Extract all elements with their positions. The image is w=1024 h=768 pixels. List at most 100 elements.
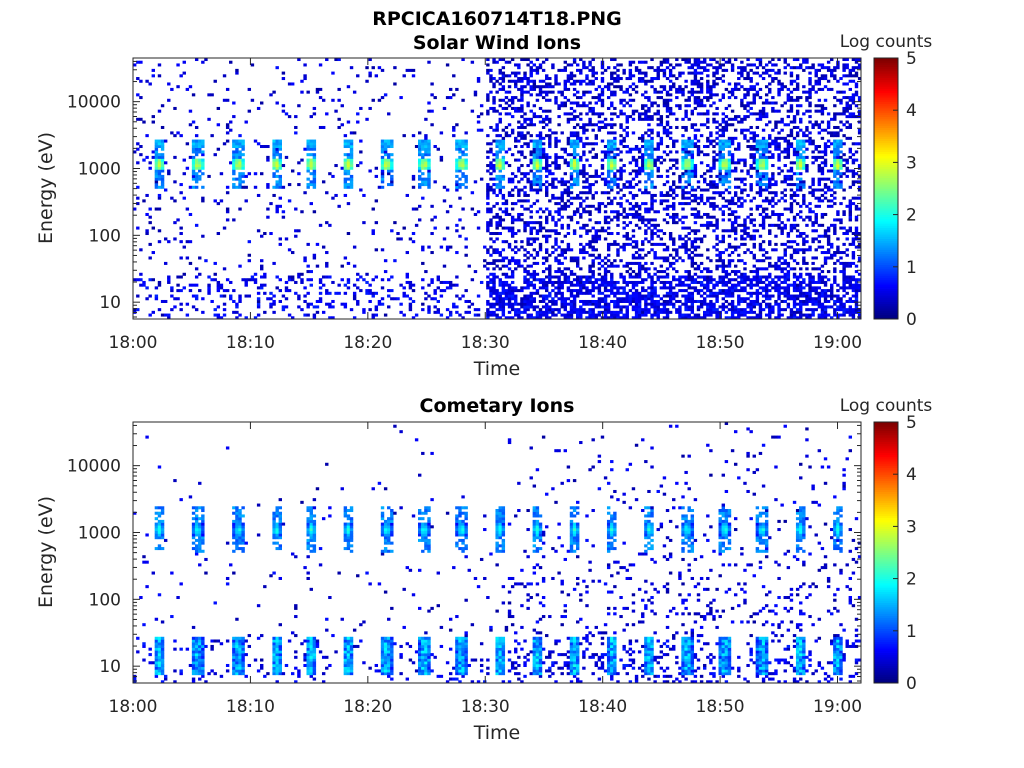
heatmap-cell — [684, 316, 688, 320]
heatmap-cell — [179, 232, 183, 236]
heatmap-cell — [554, 196, 558, 200]
heatmap-cell — [551, 63, 555, 67]
heatmap-cell — [634, 145, 639, 149]
heatmap-cell — [755, 207, 760, 211]
heatmap-cell — [424, 145, 428, 149]
heatmap-cell — [179, 240, 183, 244]
heatmap-cell — [665, 109, 670, 113]
heatmap-cell — [740, 128, 744, 132]
heatmap-cell — [576, 172, 580, 176]
heatmap-cell — [703, 68, 707, 72]
heatmap-cell — [647, 297, 651, 301]
heatmap-cell — [489, 313, 493, 317]
heatmap-cell — [641, 104, 645, 108]
heatmap-cell — [545, 215, 549, 219]
heatmap-cell — [715, 71, 719, 75]
heatmap-cell — [758, 172, 763, 176]
heatmap-cell — [730, 308, 735, 312]
heatmap-cell — [582, 66, 586, 70]
heatmap-cell — [662, 316, 667, 320]
heatmap-cell — [634, 299, 639, 303]
heatmap-cell — [387, 166, 391, 170]
heatmap-cell — [730, 316, 735, 320]
heatmap-cell — [675, 58, 679, 62]
heatmap-cell — [644, 150, 648, 154]
heatmap-cell — [721, 164, 725, 168]
heatmap-cell — [216, 147, 221, 151]
heatmap-cell — [535, 93, 540, 97]
heatmap-cell — [696, 237, 701, 241]
heatmap-cell — [749, 125, 753, 129]
heatmap-cell — [743, 308, 747, 312]
heatmap-cell — [693, 245, 698, 249]
heatmap-cell — [235, 164, 239, 168]
heatmap-cell — [724, 166, 729, 170]
heatmap-cell — [421, 196, 425, 200]
heatmap-cell — [758, 155, 763, 159]
heatmap-cell — [656, 313, 660, 317]
heatmap-cell — [160, 125, 165, 129]
heatmap-cell — [510, 259, 515, 263]
heatmap-cell — [284, 155, 289, 159]
heatmap-cell — [606, 66, 611, 70]
heatmap-cell — [532, 153, 537, 157]
heatmap-cell — [213, 313, 217, 317]
heatmap-cell — [532, 104, 537, 108]
heatmap-cell — [597, 299, 602, 303]
heatmap-cell — [486, 185, 490, 189]
heatmap-cell — [198, 164, 202, 168]
heatmap-cell — [730, 142, 735, 146]
heatmap-cell — [730, 66, 735, 70]
heatmap-cell — [681, 93, 685, 97]
heatmap-cell — [458, 161, 462, 165]
heatmap-cell — [445, 96, 450, 100]
heatmap-cell — [514, 232, 518, 236]
heatmap-cell — [613, 302, 617, 306]
heatmap-cell — [461, 166, 465, 170]
heatmap-cell — [721, 166, 725, 170]
heatmap-cell — [703, 316, 707, 320]
heatmap-cell — [514, 245, 518, 249]
heatmap-cell — [576, 63, 580, 67]
heatmap-cell — [622, 210, 626, 214]
heatmap-cell — [256, 106, 261, 110]
heatmap-cell — [625, 115, 629, 119]
heatmap-cell — [535, 305, 540, 309]
heatmap-cell — [634, 68, 639, 72]
heatmap-cell — [545, 82, 549, 86]
heatmap-cell — [532, 286, 537, 290]
heatmap-cell — [526, 180, 530, 184]
heatmap-cell — [622, 90, 626, 94]
heatmap-cell — [535, 155, 540, 159]
heatmap-cell — [374, 174, 379, 178]
heatmap-cell — [684, 142, 688, 146]
heatmap-cell — [507, 85, 512, 89]
heatmap-cell — [504, 207, 509, 211]
heatmap-cell — [647, 207, 651, 211]
heatmap-cell — [390, 297, 394, 301]
heatmap-cell — [535, 161, 540, 165]
heatmap-cell — [603, 180, 608, 184]
heatmap-cell — [591, 299, 595, 303]
heatmap-cell — [473, 212, 478, 216]
heatmap-cell — [569, 71, 574, 75]
heatmap-cell — [576, 313, 580, 317]
heatmap-cell — [668, 71, 673, 75]
heatmap-cell — [235, 177, 239, 181]
heatmap-cell — [535, 291, 540, 295]
heatmap-cell — [157, 155, 162, 159]
heatmap-cell — [672, 66, 676, 70]
heatmap-cell — [517, 120, 521, 124]
heatmap-cell — [572, 161, 577, 165]
heatmap-cell — [637, 117, 642, 121]
heatmap-cell — [538, 183, 543, 187]
heatmap-cell — [569, 291, 574, 295]
heatmap-cell — [616, 251, 620, 255]
heatmap-cell — [752, 229, 756, 233]
heatmap-cell — [743, 177, 747, 181]
heatmap-cell — [582, 150, 586, 154]
heatmap-cell — [634, 305, 639, 309]
heatmap-cell — [752, 134, 756, 138]
heatmap-cell — [479, 128, 484, 132]
heatmap-cell — [427, 153, 431, 157]
